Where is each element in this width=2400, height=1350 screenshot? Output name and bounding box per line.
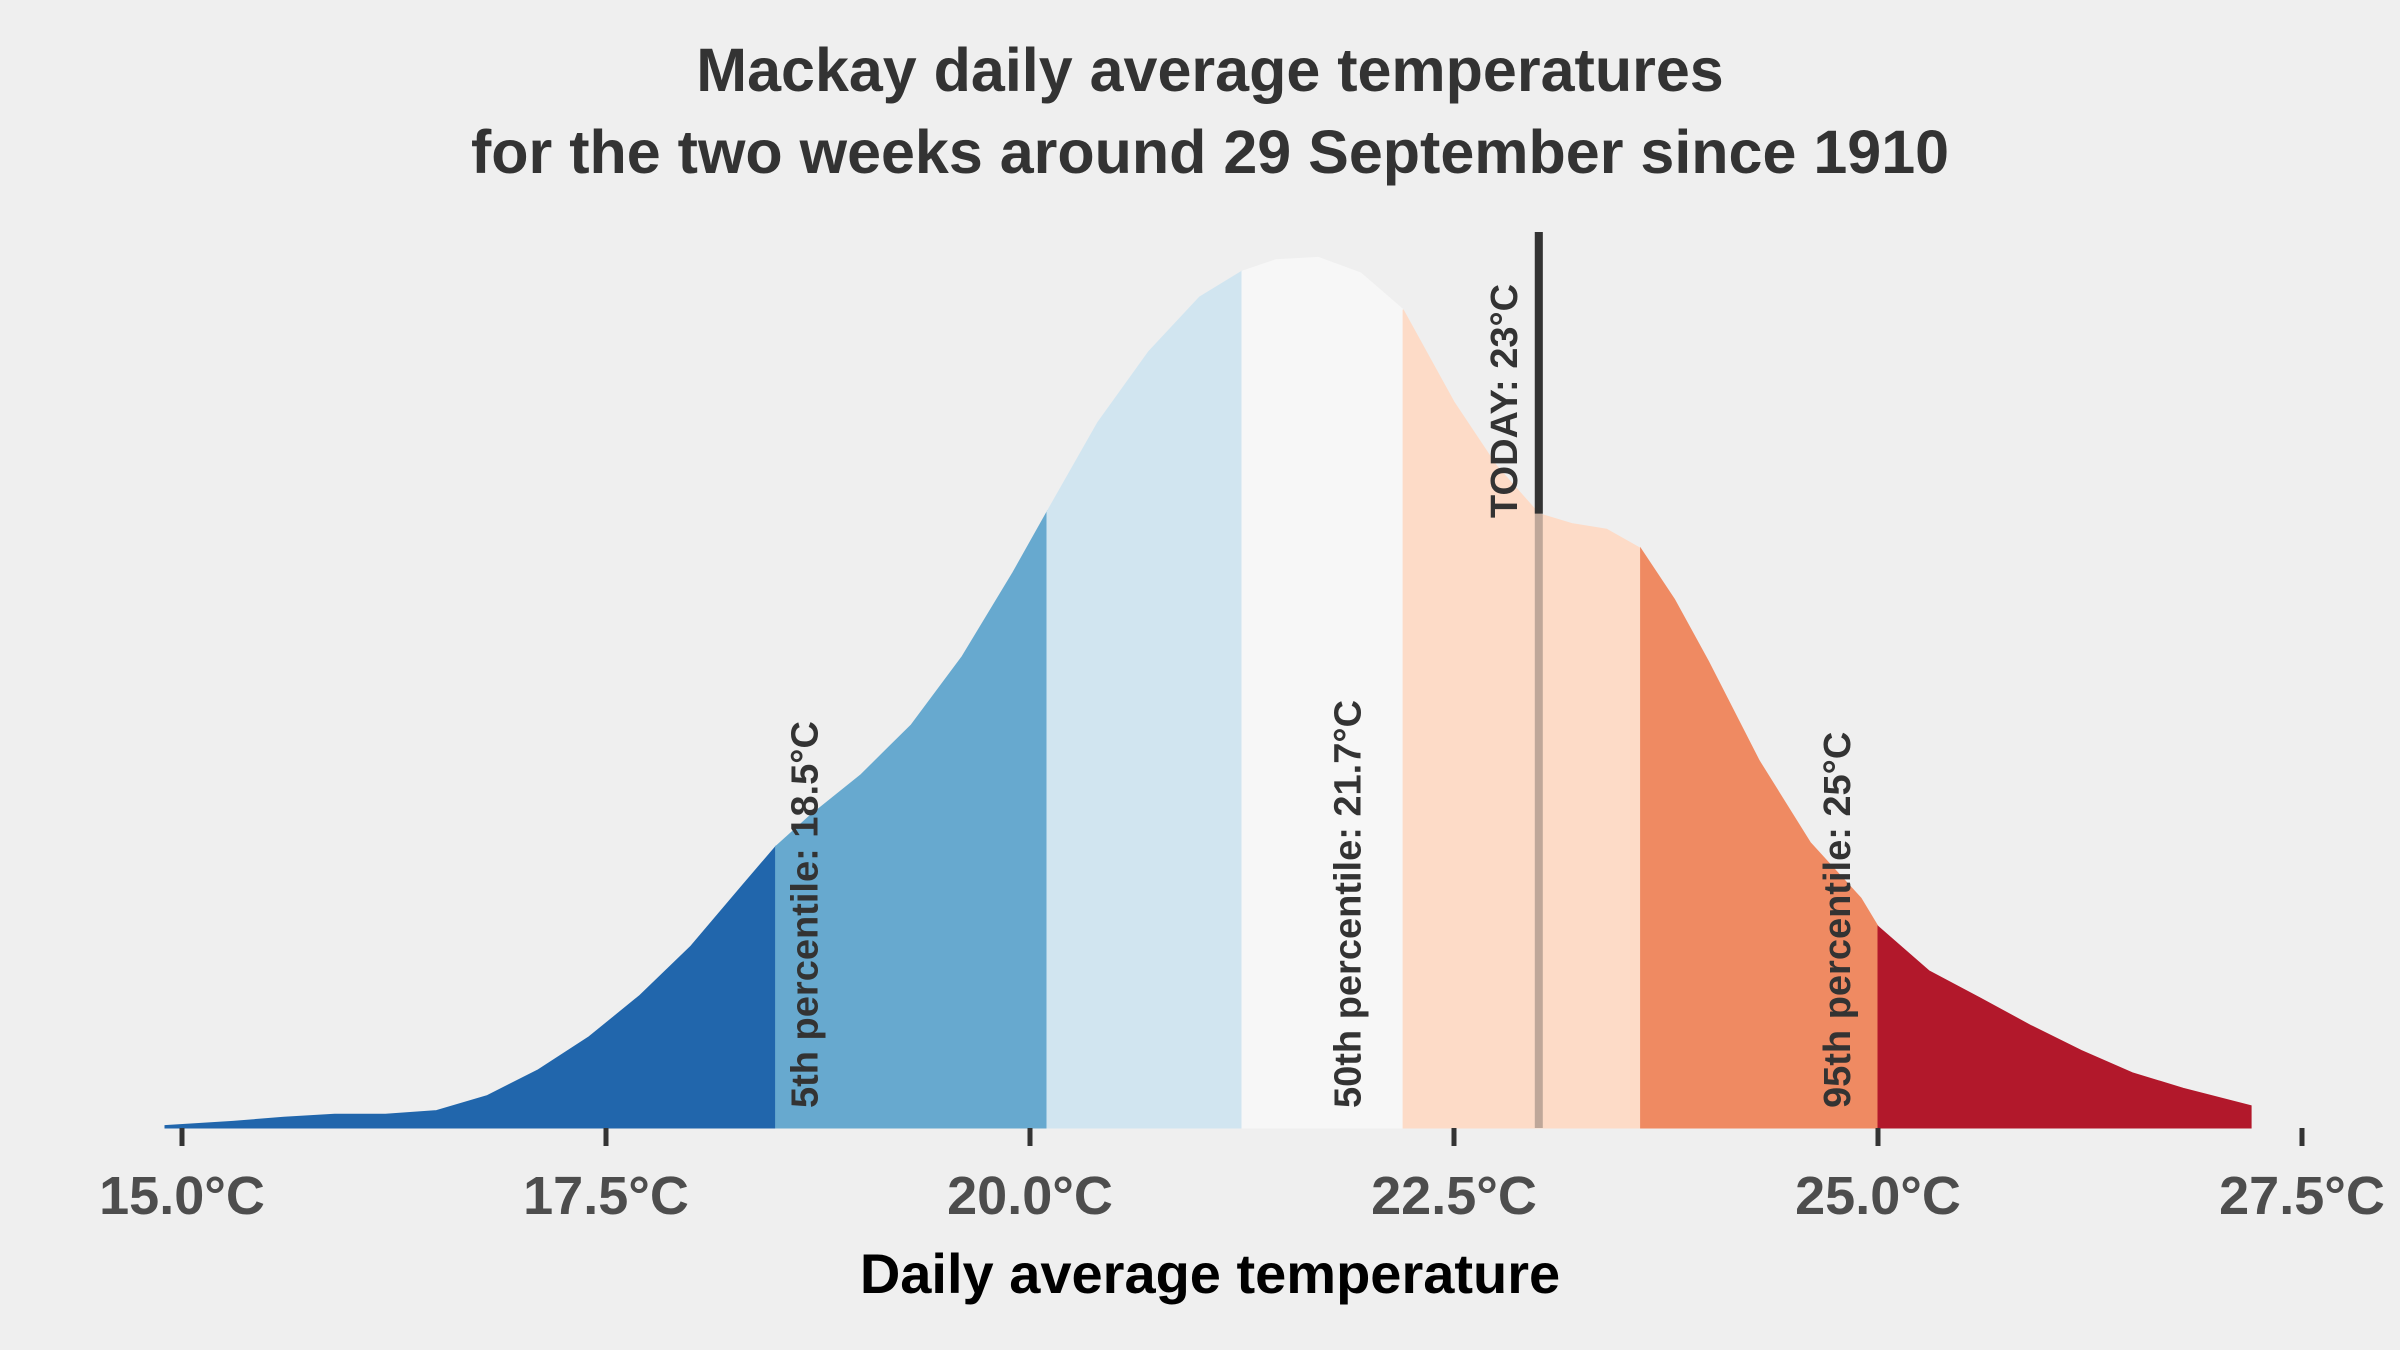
density-band-4 [1241,256,1404,1129]
percentile-label-2: 50th percentile: 21.7°C [1327,700,1369,1108]
x-tick-label: 17.5°C [523,1166,689,1226]
chart-title-line-1: Mackay daily average temperatures [696,36,1723,104]
density-band-1 [164,845,777,1129]
percentile-label-3: 95th percentile: 25°C [1817,732,1859,1108]
chart-title-line-2: for the two weeks around 29 September si… [471,118,1949,186]
x-axis: 15.0°C 17.5°C 20.0°C 22.5°C 25.0°C 27.5°C [99,1128,2385,1226]
density-bands [164,256,2252,1129]
percentile-label-1: 5th percentile: 18.5°C [785,721,827,1108]
x-tick-label: 27.5°C [2219,1166,2385,1226]
x-tick-label: 15.0°C [99,1166,265,1226]
x-axis-title: Daily average temperature [860,1242,1560,1305]
x-tick-label: 22.5°C [1371,1166,1537,1226]
density-band-7 [1877,925,2252,1129]
x-tick-label: 20.0°C [947,1166,1113,1226]
x-tick-label: 25.0°C [1795,1166,1961,1226]
density-band-3 [1046,270,1243,1129]
annotations: TODAY: 23°C 5th percentile: 18.5°C 50th pe… [785,232,1859,1128]
today-label: TODAY: 23°C [1484,284,1526,518]
chart-title: Mackay daily average temperatures for th… [471,36,1949,186]
